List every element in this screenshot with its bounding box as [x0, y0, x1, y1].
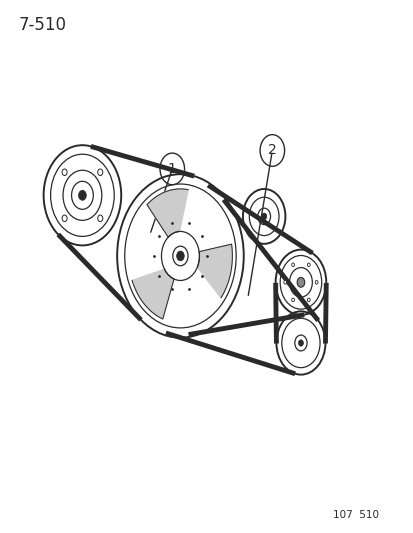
Circle shape: [307, 298, 309, 302]
Circle shape: [298, 340, 303, 346]
Circle shape: [176, 251, 184, 261]
Circle shape: [297, 277, 304, 287]
Circle shape: [291, 298, 294, 302]
Polygon shape: [147, 189, 188, 237]
Text: 107  510: 107 510: [332, 510, 377, 520]
Circle shape: [283, 280, 286, 284]
Circle shape: [314, 280, 317, 284]
Polygon shape: [132, 269, 173, 319]
Text: 1: 1: [167, 162, 176, 176]
Circle shape: [261, 213, 266, 220]
Circle shape: [291, 263, 294, 266]
Circle shape: [78, 190, 86, 200]
Polygon shape: [197, 244, 232, 298]
Text: 2: 2: [267, 143, 276, 157]
Circle shape: [307, 263, 309, 266]
Text: 7-510: 7-510: [19, 16, 67, 34]
